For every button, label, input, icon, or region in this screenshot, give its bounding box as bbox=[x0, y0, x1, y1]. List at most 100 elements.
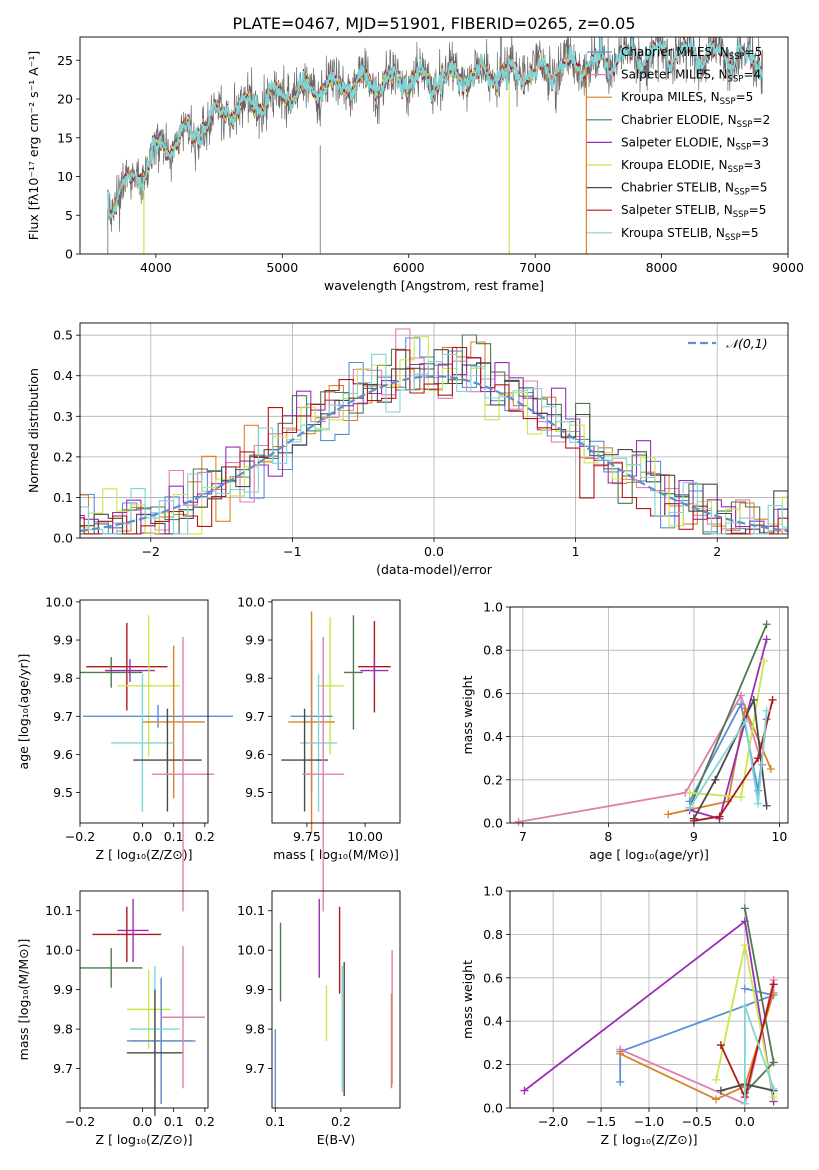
axes-frame bbox=[79, 890, 209, 1109]
tick-label-x: 4000 bbox=[140, 260, 172, 275]
axes-age_vs_mass: 9.75 10.00 9.5 9.6 9.7 9.8 9.9 10.0 mass [ log₁₀… bbox=[237, 594, 399, 862]
tick-label-x: 2 bbox=[713, 544, 721, 559]
tick-label-y: 20 bbox=[57, 92, 73, 107]
series-weight_vs_age bbox=[514, 620, 777, 826]
legend-tail: =5 bbox=[745, 45, 763, 59]
legend-label: Chabrier ELODIE, NSSP=2 bbox=[621, 113, 770, 130]
axes-frame bbox=[79, 322, 789, 539]
legend-label: 𝒩(0,1) bbox=[726, 336, 768, 351]
tick-label-x: 0.0 bbox=[132, 1114, 152, 1129]
marker-chabrier_elodie bbox=[762, 620, 771, 629]
figure-title: PLATE=0467, MJD=51901, FIBERID=0265, z=0… bbox=[232, 14, 635, 33]
tick-label-y: 9.8 bbox=[245, 1022, 265, 1037]
tick-label-x: 10.00 bbox=[347, 829, 383, 844]
tick-label-x: 9.75 bbox=[293, 829, 321, 844]
legend-label: Salpeter STELIB, NSSP=5 bbox=[621, 203, 766, 220]
tick-label-y: 0.4 bbox=[53, 368, 73, 383]
marker-salpeter_elodie bbox=[520, 1086, 529, 1095]
histogram-kroupa_stelib bbox=[80, 353, 788, 535]
points-mass_vs_Z bbox=[80, 898, 205, 1116]
legend-tail: =5 bbox=[749, 203, 767, 217]
axis-label-x: Z [ log₁₀(Z/Z⊙)] bbox=[96, 847, 193, 862]
marker-chabrier_miles bbox=[616, 1077, 625, 1086]
tick-label-x: 8000 bbox=[646, 260, 678, 275]
tick-label-x: 7000 bbox=[519, 260, 551, 275]
marker-kroupa_miles bbox=[664, 810, 673, 819]
points-mass_vs_EBV bbox=[274, 898, 393, 1108]
tick-label-x: 1 bbox=[572, 544, 580, 559]
tick-label-y: 0.2 bbox=[53, 449, 73, 464]
axes-frame bbox=[509, 606, 789, 824]
marker-kroupa_miles bbox=[766, 765, 775, 773]
marker-chabrier_stelib bbox=[716, 1086, 725, 1095]
marker-chabrier_stelib bbox=[762, 801, 771, 810]
marker-kroupa_stelib bbox=[769, 1084, 778, 1093]
tick-label-y: 9.5 bbox=[245, 785, 265, 800]
marker-kroupa_stelib bbox=[754, 799, 763, 808]
tick-label-y: 9.7 bbox=[245, 709, 265, 724]
marker-kroupa_stelib bbox=[740, 1002, 749, 1011]
tick-label-y: 9.8 bbox=[53, 1022, 73, 1037]
legend-normal: 𝒩(0,1) bbox=[688, 336, 768, 351]
tick-label-y: 0.2 bbox=[483, 1057, 503, 1072]
tick-label-y: 15 bbox=[57, 130, 73, 145]
marker-kroupa_stelib bbox=[762, 706, 771, 715]
legend-label: Kroupa ELODIE, NSSP=3 bbox=[621, 158, 761, 175]
series-line-kroupa_stelib bbox=[688, 710, 768, 809]
histogram-salpeter_stelib bbox=[80, 346, 788, 535]
tick-label-y: 9.8 bbox=[245, 671, 265, 686]
tick-label-x: 0.0 bbox=[424, 544, 444, 559]
tick-label-x: 0.2 bbox=[331, 1114, 351, 1129]
spectrum-lines bbox=[107, 37, 764, 254]
tick-label-y: 1.0 bbox=[483, 884, 503, 899]
marker-salpeter_miles bbox=[514, 817, 523, 826]
axis-label-y: mass weight bbox=[460, 960, 475, 1039]
tick-label-y: 0.2 bbox=[483, 772, 503, 787]
tick-label-y: 9.9 bbox=[245, 982, 265, 997]
tick-label-x: −0.2 bbox=[65, 829, 95, 844]
tick-label-y: 0.1 bbox=[53, 490, 73, 505]
series-line-chabrier_miles bbox=[619, 987, 777, 1082]
legend-label: Salpeter MILES, NSSP=4 bbox=[621, 68, 761, 85]
tick-label-x: −1.5 bbox=[586, 1114, 616, 1129]
axis-label-x: Z [ log₁₀(Z/Z⊙)] bbox=[96, 1132, 193, 1147]
marker-chabrier_miles bbox=[736, 700, 745, 709]
axis-label-x: (data-model)/error bbox=[376, 562, 493, 577]
tick-label-y: 9.9 bbox=[53, 982, 73, 997]
tick-label-x: 0.1 bbox=[164, 829, 184, 844]
axis-label-y: mass [log₁₀(M/M⊙)] bbox=[16, 939, 31, 1061]
tick-label-y: 9.8 bbox=[53, 671, 73, 686]
axes-weight_vs_Z: −2.0 −1.5 −1.0 −0.5 0.0 0.0 0.2 0.4 0.6 0.8 1.0 Z [… bbox=[460, 884, 788, 1147]
marker-salpeter_stelib bbox=[715, 812, 724, 821]
marker-salpeter_miles bbox=[736, 691, 745, 700]
tick-label-x: 0.1 bbox=[265, 1114, 285, 1129]
axes-age_vs_Z: −0.2 0.0 0.1 0.2 9.5 9.6 9.7 9.8 9.9 10.0 Z [ log₁… bbox=[16, 594, 215, 862]
residual-histograms bbox=[80, 328, 788, 535]
tick-label-y: 0.8 bbox=[483, 643, 503, 658]
tick-label-y: 0.6 bbox=[483, 686, 503, 701]
model-line-kroupa_stelib bbox=[107, 37, 764, 219]
tick-label-x: 0.0 bbox=[132, 829, 152, 844]
legend: Chabrier MILES, NSSP=5 Salpeter MILES, NS… bbox=[587, 45, 770, 243]
marker-kroupa_elodie bbox=[685, 788, 694, 797]
axis-label-y: Normed distribution bbox=[26, 368, 41, 493]
tick-label-y: 0 bbox=[65, 247, 73, 262]
tick-label-y: 0.5 bbox=[53, 328, 73, 343]
axis-label-x: E(B-V) bbox=[317, 1132, 356, 1147]
tick-label-x: −1.0 bbox=[634, 1114, 664, 1129]
legend-sub: SSP bbox=[733, 210, 749, 220]
legend-sub: SSP bbox=[735, 142, 751, 152]
legend-label: Kroupa MILES, NSSP=5 bbox=[621, 90, 753, 107]
tick-label-x: −0.5 bbox=[682, 1114, 712, 1129]
tick-label-x: −0.2 bbox=[65, 1114, 95, 1129]
marker-salpeter_elodie bbox=[762, 635, 771, 644]
axes-spectrum: 4000 5000 6000 7000 8000 9000 0 5 10 15 20 25 wavele… bbox=[26, 51, 804, 293]
legend-sub: SSP bbox=[720, 97, 736, 107]
tick-label-y: 5 bbox=[65, 208, 73, 223]
tick-label-y: 10 bbox=[57, 169, 73, 184]
tick-label-y: 10.0 bbox=[45, 594, 73, 609]
marker-kroupa_elodie bbox=[712, 1075, 721, 1084]
legend-sub: SSP bbox=[728, 75, 744, 85]
legend-tail: =3 bbox=[743, 158, 761, 172]
